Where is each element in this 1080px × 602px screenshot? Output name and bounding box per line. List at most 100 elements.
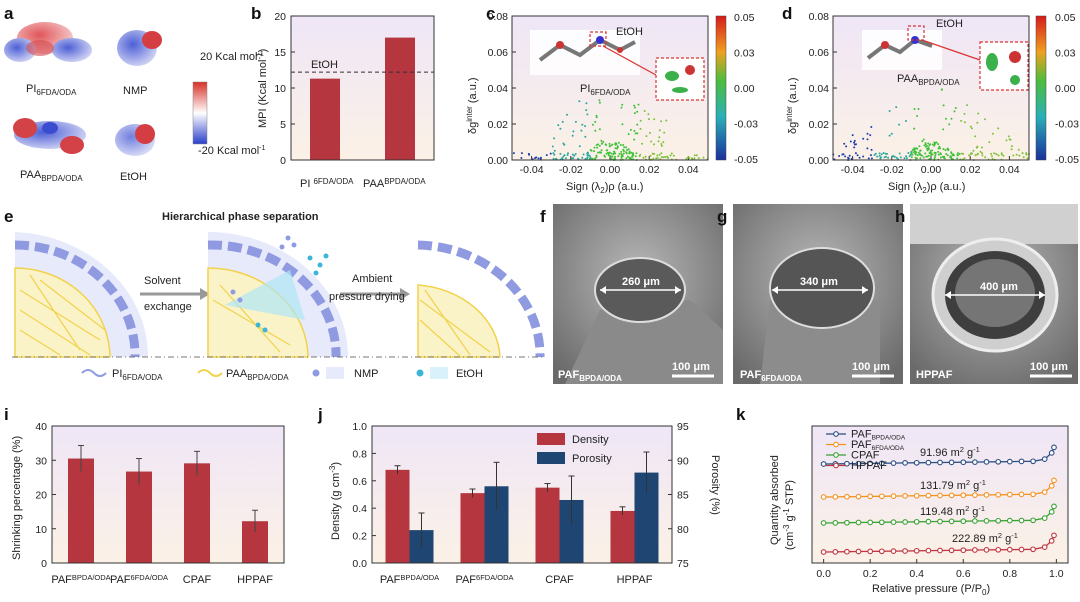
diameter-label-f: 260 μm [622, 276, 660, 288]
rdg-point [910, 152, 913, 155]
isotherm-point-3 [948, 547, 955, 554]
isotherm-point-2 [1051, 503, 1057, 510]
rdg-point [991, 155, 993, 158]
rdg-point [660, 156, 663, 159]
panel-b: b 0 5 10 15 20 EtOH MPI (Kcal mol-1) PI 6FDA… [251, 4, 435, 190]
panel-d: d -0.04 -0.02 0.00 0.02 0.04 0.00 0.02 0.04 0.06… [782, 4, 1079, 195]
legend-swatch-density [537, 433, 565, 445]
rdg-point [940, 88, 943, 91]
rdg-point [942, 104, 945, 107]
rdg-point [934, 142, 936, 145]
y-tick-label-i: 30 [35, 455, 47, 467]
rdg-point [642, 156, 645, 159]
isotherm-line-0 [823, 447, 1055, 465]
axes-frame-j [371, 425, 673, 564]
y-axis-label-i: Shrinking percentage (%) [11, 436, 23, 560]
isotherm-point-1 [867, 493, 874, 500]
isotherm-point-0 [1018, 458, 1025, 465]
panel-c: c -0.04 -0.02 0.00 0.02 0.04 0.00 0.02 0.04 0.06… [465, 4, 758, 195]
rdg-point [512, 152, 515, 155]
y-tick-label-b: 20 [274, 11, 286, 23]
isotherm-point-2 [1006, 517, 1013, 524]
y-axis-label-b: MPI (Kcal mol-1) [255, 49, 269, 128]
legend-e: PI6FDA/ODA PAABPDA/ODA NMP EtOH [81, 367, 483, 382]
isotherm-point-1 [948, 492, 955, 499]
colorbar-tick-label: 0.00 [1055, 83, 1076, 95]
rdg-point [628, 150, 631, 153]
isotherm-point-1 [972, 492, 978, 498]
rdg-point [653, 118, 656, 121]
scale-bar-h: 100 μm [1030, 361, 1068, 373]
rdg-point [660, 152, 663, 155]
rdg-point [976, 145, 979, 148]
rdg-point [669, 154, 672, 157]
rdg-point [1022, 156, 1025, 159]
rdg-point [638, 155, 641, 158]
rdg-point [1002, 154, 1005, 157]
rdg-point [903, 157, 906, 160]
rdg-point [559, 152, 562, 155]
rdg-point [620, 150, 623, 153]
isotherm-point-3 [995, 546, 1002, 553]
x-category-b-0: PI 6FDA/ODA [300, 177, 354, 190]
isotherm-point-1 [1048, 483, 1055, 489]
stage-2-illustration [207, 232, 348, 358]
bar-density-3 [610, 510, 635, 563]
isotherm-point-2 [948, 518, 955, 525]
rdg-point [895, 156, 898, 159]
rdg-point [563, 154, 566, 157]
rdg-point [937, 153, 940, 156]
rdg-point [988, 141, 991, 144]
rdg-point [953, 110, 956, 113]
panel-letter-h: h [895, 207, 905, 226]
rdg-point [939, 147, 942, 150]
molecule-paa-surface [13, 118, 86, 154]
arrow-1-label-line2: exchange [144, 301, 192, 313]
x-tick-label: 0.00 [921, 164, 942, 176]
rdg-point [1010, 148, 1013, 151]
rdg-point [892, 155, 895, 158]
rdg-point [578, 145, 581, 148]
rdg-point [890, 132, 893, 135]
rdg-point [981, 146, 983, 149]
panel-letter-c: c [486, 4, 495, 23]
rdg-point [984, 118, 986, 121]
legend-label-k-1: PAF6FDA/ODA [851, 439, 905, 452]
panel-letter-f: f [540, 207, 546, 226]
panel-letter-j: j [317, 405, 323, 424]
rdg-point [972, 149, 975, 152]
rdg-point [562, 142, 565, 145]
rdg-point [641, 142, 644, 145]
rdg-point [968, 154, 971, 157]
isotherm-point-2 [820, 520, 827, 526]
rdg-point [600, 149, 603, 152]
isotherm-point-1 [1018, 491, 1025, 498]
y-tick-label-b: 0 [280, 155, 286, 167]
rdg-point [655, 157, 658, 160]
rdg-point [584, 135, 587, 138]
rdg-point [960, 119, 963, 122]
rdg-point [693, 157, 696, 160]
isotherm-point-3 [855, 548, 862, 555]
rdg-point [622, 152, 625, 155]
isotherm-point-3 [844, 548, 850, 555]
isotherm-point-3 [1006, 546, 1013, 553]
y2-tick-label-j: 75 [677, 558, 689, 570]
rdg-point [617, 141, 620, 144]
rdg-point [843, 142, 846, 145]
arrow-ambient-drying [340, 288, 410, 300]
rdg-point [617, 155, 620, 158]
rdg-point [578, 100, 581, 103]
rdg-point [586, 113, 589, 116]
bar-b-0 [310, 78, 340, 160]
rdg-point [924, 145, 927, 148]
rdg-point [869, 134, 872, 137]
x-tick-label: -0.04 [520, 164, 544, 176]
rdg-point [1026, 157, 1029, 160]
rdg-point [850, 157, 853, 160]
rdg-point [650, 140, 653, 143]
legend-etoh: EtOH [456, 368, 483, 380]
diameter-label-g: 340 μm [800, 276, 838, 288]
x-tick-label: 0.02 [960, 164, 981, 176]
y-tick-label-j: 0.2 [352, 531, 367, 543]
